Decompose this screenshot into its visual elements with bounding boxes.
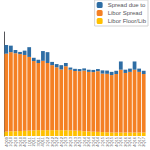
svg-text:1Q10: 1Q10 [8,137,14,147]
svg-text:4Q11: 4Q11 [40,137,46,147]
svg-text:4Q12: 4Q12 [58,137,64,147]
svg-text:Libor Spread: Libor Spread [108,10,142,16]
svg-text:3Q15: 3Q15 [109,137,115,147]
svg-text:2Q16: 2Q16 [122,137,128,147]
svg-text:3Q11: 3Q11 [35,137,41,147]
svg-text:3Q16: 3Q16 [127,137,133,147]
svg-text:1Q12: 1Q12 [45,137,50,147]
svg-text:2Q14: 2Q14 [86,137,92,147]
svg-text:4Q14: 4Q14 [95,137,101,147]
svg-text:1Q15: 1Q15 [100,137,105,147]
svg-text:3Q12: 3Q12 [54,137,60,147]
svg-text:4Q16: 4Q16 [132,137,137,147]
svg-text:2Q10: 2Q10 [13,137,18,147]
svg-text:1Q17: 1Q17 [136,137,142,147]
svg-text:4Q10: 4Q10 [22,137,28,147]
svg-text:Libor Floor/Lib: Libor Floor/Lib [108,18,147,24]
svg-text:2Q15: 2Q15 [104,137,110,147]
svg-text:2Q11: 2Q11 [31,137,37,147]
svg-text:2Q12: 2Q12 [49,137,55,147]
svg-text:1Q16: 1Q16 [118,137,124,147]
svg-text:1Q14: 1Q14 [81,137,87,147]
svg-text:3Q10: 3Q10 [17,137,23,147]
svg-text:2Q13: 2Q13 [67,137,73,147]
svg-text:Spread due to: Spread due to [108,2,146,8]
svg-text:1Q11: 1Q11 [26,137,32,147]
svg-text:4Q15: 4Q15 [113,137,119,147]
svg-text:4Q09: 4Q09 [3,137,9,147]
svg-text:1Q13: 1Q13 [63,137,69,147]
svg-text:4Q13: 4Q13 [77,137,83,147]
svg-text:3Q13: 3Q13 [72,137,78,147]
svg-text:3Q14: 3Q14 [90,137,96,147]
svg-text:2Q17: 2Q17 [141,136,146,147]
